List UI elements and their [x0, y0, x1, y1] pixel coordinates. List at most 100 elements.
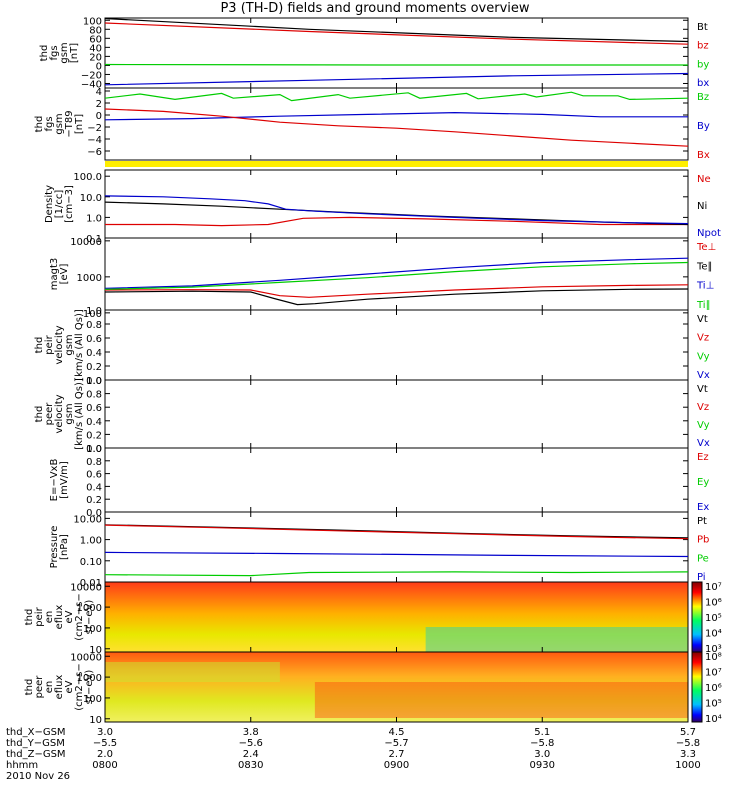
- series-line-pressure: [104, 571, 689, 577]
- y-tick-label: 2: [96, 99, 102, 110]
- y-tick-label: 10000: [70, 652, 102, 663]
- series-line-fgs: [104, 63, 688, 66]
- y-tick-label: 10000: [70, 237, 102, 248]
- colorbar-tick-label: 10⁷: [705, 668, 722, 679]
- y-tick-label: 0.01: [80, 578, 102, 589]
- legend-label: Bx: [697, 150, 710, 161]
- series-line-fgs: [104, 17, 689, 43]
- legend-label: Bt: [697, 22, 708, 33]
- y-axis-label: peir: [44, 334, 55, 354]
- y-axis-label: en: [44, 611, 55, 624]
- y-tick-label: 4: [96, 87, 102, 98]
- legend-label: Ez: [697, 452, 709, 463]
- y-axis-label: [nPa]: [59, 534, 70, 560]
- series-line-temp: [104, 257, 689, 289]
- y-axis-label: thd: [34, 116, 45, 133]
- y-axis-label: E=−VxB: [49, 459, 60, 502]
- series-line-pressure: [104, 551, 689, 558]
- legend-label: Ne: [697, 174, 711, 185]
- y-axis-label: [eV]: [59, 264, 70, 285]
- y-tick-label: 0.8: [86, 320, 102, 331]
- y-axis-label: en: [44, 681, 55, 694]
- legend-label: Ni: [697, 201, 707, 212]
- y-tick-label: −4: [87, 135, 102, 146]
- y-axis-label: eV: [64, 610, 75, 623]
- legend-label: Vz: [697, 333, 709, 344]
- legend-label: Pi: [697, 572, 706, 583]
- yellow-status-bar: [105, 161, 688, 167]
- legend-label: Vt: [697, 314, 708, 325]
- y-axis-label: thd: [39, 45, 50, 62]
- y-tick-label: 100: [83, 16, 102, 27]
- y-axis-label: thd: [24, 679, 35, 696]
- series-line-temp: [104, 261, 689, 290]
- y-axis-label: gsm: [54, 113, 65, 134]
- spectrogram-high-flux-region: [314, 682, 688, 718]
- y-tick-label: 1.0: [86, 306, 102, 317]
- y-axis-label: Density: [44, 185, 55, 223]
- panel-frame-pressure: [104, 511, 689, 583]
- y-tick-label: 0.6: [86, 470, 102, 481]
- y-tick-label: 10: [89, 645, 102, 656]
- panel-frame-evxb: [104, 447, 689, 513]
- y-tick-label: 0: [96, 111, 102, 122]
- y-axis-label: peer: [44, 402, 55, 426]
- series-line-density: [104, 195, 689, 225]
- legend-label: Bz: [697, 92, 709, 103]
- y-tick-label: 40: [89, 43, 102, 54]
- y-tick-label: 0.1: [86, 234, 102, 245]
- y-axis-label: (cm2−s−: [74, 593, 85, 640]
- colorbar-tick-label: 10⁵: [705, 613, 722, 624]
- y-axis-label: [mV/m]: [59, 461, 70, 499]
- y-tick-label: 0.2: [86, 430, 102, 441]
- y-axis-label: peer: [34, 675, 45, 699]
- y-tick-label: 80: [89, 25, 102, 36]
- panel-frame-vi: [104, 379, 689, 449]
- legend-label: Vy: [697, 420, 710, 431]
- y-tick-label: 10: [89, 715, 102, 726]
- y-tick-label: 0.6: [86, 403, 102, 414]
- y-tick-label: 60: [89, 34, 102, 45]
- y-tick-label: −20: [81, 70, 102, 81]
- legend-label: bx: [697, 78, 709, 89]
- legend-label: Ex: [697, 502, 709, 513]
- series-line-fgs: [104, 22, 689, 45]
- legend-label: bz: [697, 41, 709, 52]
- panel-frame-fgs-dt89: [104, 87, 689, 161]
- y-axis-label: [nT]: [74, 114, 85, 134]
- y-axis-label: gsm: [59, 42, 70, 63]
- y-axis-label: gsm: [64, 334, 75, 355]
- y-tick-label: 1.0: [86, 376, 102, 387]
- y-axis-label: thd: [34, 406, 45, 423]
- legend-label: Vy: [697, 351, 710, 362]
- y-tick-label: 0.8: [86, 390, 102, 401]
- spectrogram-mid-flux-region: [105, 662, 280, 682]
- colorbar-peir-eflux: [691, 581, 703, 653]
- series-line-fgs-dt89: [104, 108, 689, 147]
- y-tick-label: 0.4: [86, 348, 102, 359]
- y-tick-label: 100: [83, 694, 102, 705]
- y-axis-label: gsm: [64, 403, 75, 424]
- y-axis-label: eV: [64, 680, 75, 693]
- y-tick-label: 0.0: [86, 376, 102, 387]
- colorbar-tick-label: 10⁴: [705, 629, 722, 640]
- y-tick-label: −40: [81, 79, 102, 90]
- colorbar-tick-label: 10⁶: [705, 683, 722, 694]
- colorbar-tick-label: 10⁴: [705, 714, 722, 725]
- y-tick-label: 10.0: [80, 193, 102, 204]
- y-axis-label: [nT]: [69, 43, 80, 63]
- colorbar-tick-label: 10⁶: [705, 598, 722, 609]
- y-tick-label: 1.0: [86, 444, 102, 455]
- legend-label: Pb: [697, 535, 709, 546]
- legend-label: Vz: [697, 402, 709, 413]
- y-axis-label: velocity: [54, 394, 65, 433]
- y-tick-label: 1000: [77, 673, 102, 684]
- y-axis-label: [1/cc]: [54, 190, 65, 219]
- y-axis-label: magt3: [49, 258, 60, 291]
- y-tick-label: −6: [87, 147, 102, 158]
- y-axis-label: [cm−3]: [64, 185, 75, 223]
- y-tick-label: 100.0: [73, 172, 102, 183]
- y-axis-label: eflux: [54, 675, 65, 700]
- y-axis-label: [km/s (All Qs)]: [74, 378, 85, 450]
